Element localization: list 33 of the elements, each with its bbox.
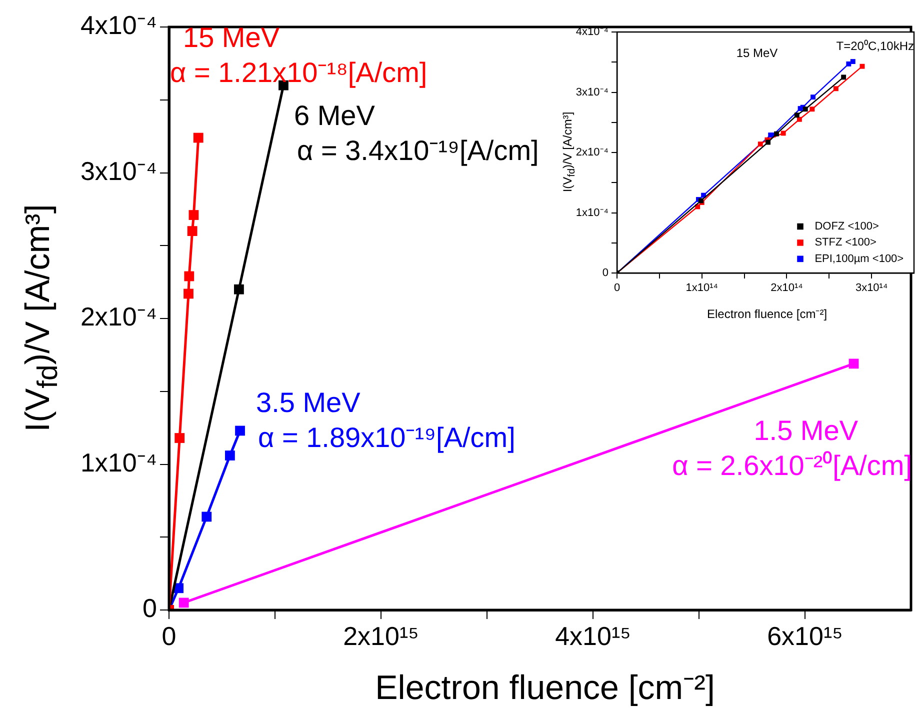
y-tick-label: 2x10⁻⁴ xyxy=(576,146,609,159)
series-label: 1.5 MeV xyxy=(754,415,858,446)
y-tick-label: 3x10⁻⁴ xyxy=(576,86,609,98)
series-label: 3.5 MeV xyxy=(256,387,361,418)
y-tick-label: 0 xyxy=(142,593,157,624)
y-tick-label: 4x10⁻⁴ xyxy=(80,10,157,40)
x-tick-label: 3x10¹⁴ xyxy=(855,282,888,294)
y-tick-label: 1x10⁻⁴ xyxy=(576,206,609,219)
x-axis-title: Electron fluence [cm⁻²] xyxy=(706,306,828,322)
y-tick-label: 1x10⁻⁴ xyxy=(80,447,157,478)
annotation: α = 1.89x10⁻¹⁹[A/cm] xyxy=(258,422,516,453)
annotation: α = 1.21x10⁻¹⁸[A/cm] xyxy=(170,57,428,88)
legend-label: DOFZ <100> xyxy=(814,220,879,233)
x-tick-label: 6x10¹⁵ xyxy=(767,620,843,651)
x-tick-label: 2x10¹⁴ xyxy=(770,282,804,294)
annotation: T=20⁰C,10kHz xyxy=(836,39,914,53)
text: 15 MeV xyxy=(183,22,280,53)
legend-label: EPI,100µm <100> xyxy=(814,252,904,265)
x-tick-label: 1x10¹⁴ xyxy=(686,282,718,294)
x-tick-label: 2x10¹⁵ xyxy=(343,620,419,651)
annotation: α = 3.4x10⁻¹⁹[A/cm] xyxy=(297,135,539,166)
legend-label: STFZ <100> xyxy=(814,236,876,249)
x-tick-label: 4x10¹⁵ xyxy=(555,620,631,651)
y-tick-label: 4x10⁻⁴ xyxy=(576,26,609,38)
x-tick-label: 0 xyxy=(162,620,176,651)
x-tick-label: 0 xyxy=(614,282,620,294)
annotation: α = 2.6x10⁻²⁰[A/cm] xyxy=(672,450,912,481)
series-label: 6 MeV xyxy=(294,100,376,131)
y-tick-label: 3x10⁻⁴ xyxy=(80,156,157,186)
y-tick-label: 2x10⁻⁴ xyxy=(80,302,157,332)
annotation: 15 MeV xyxy=(736,46,778,60)
x-axis-title: Electron fluence [cm⁻²] xyxy=(375,668,715,709)
y-tick-label: 0 xyxy=(602,267,608,280)
